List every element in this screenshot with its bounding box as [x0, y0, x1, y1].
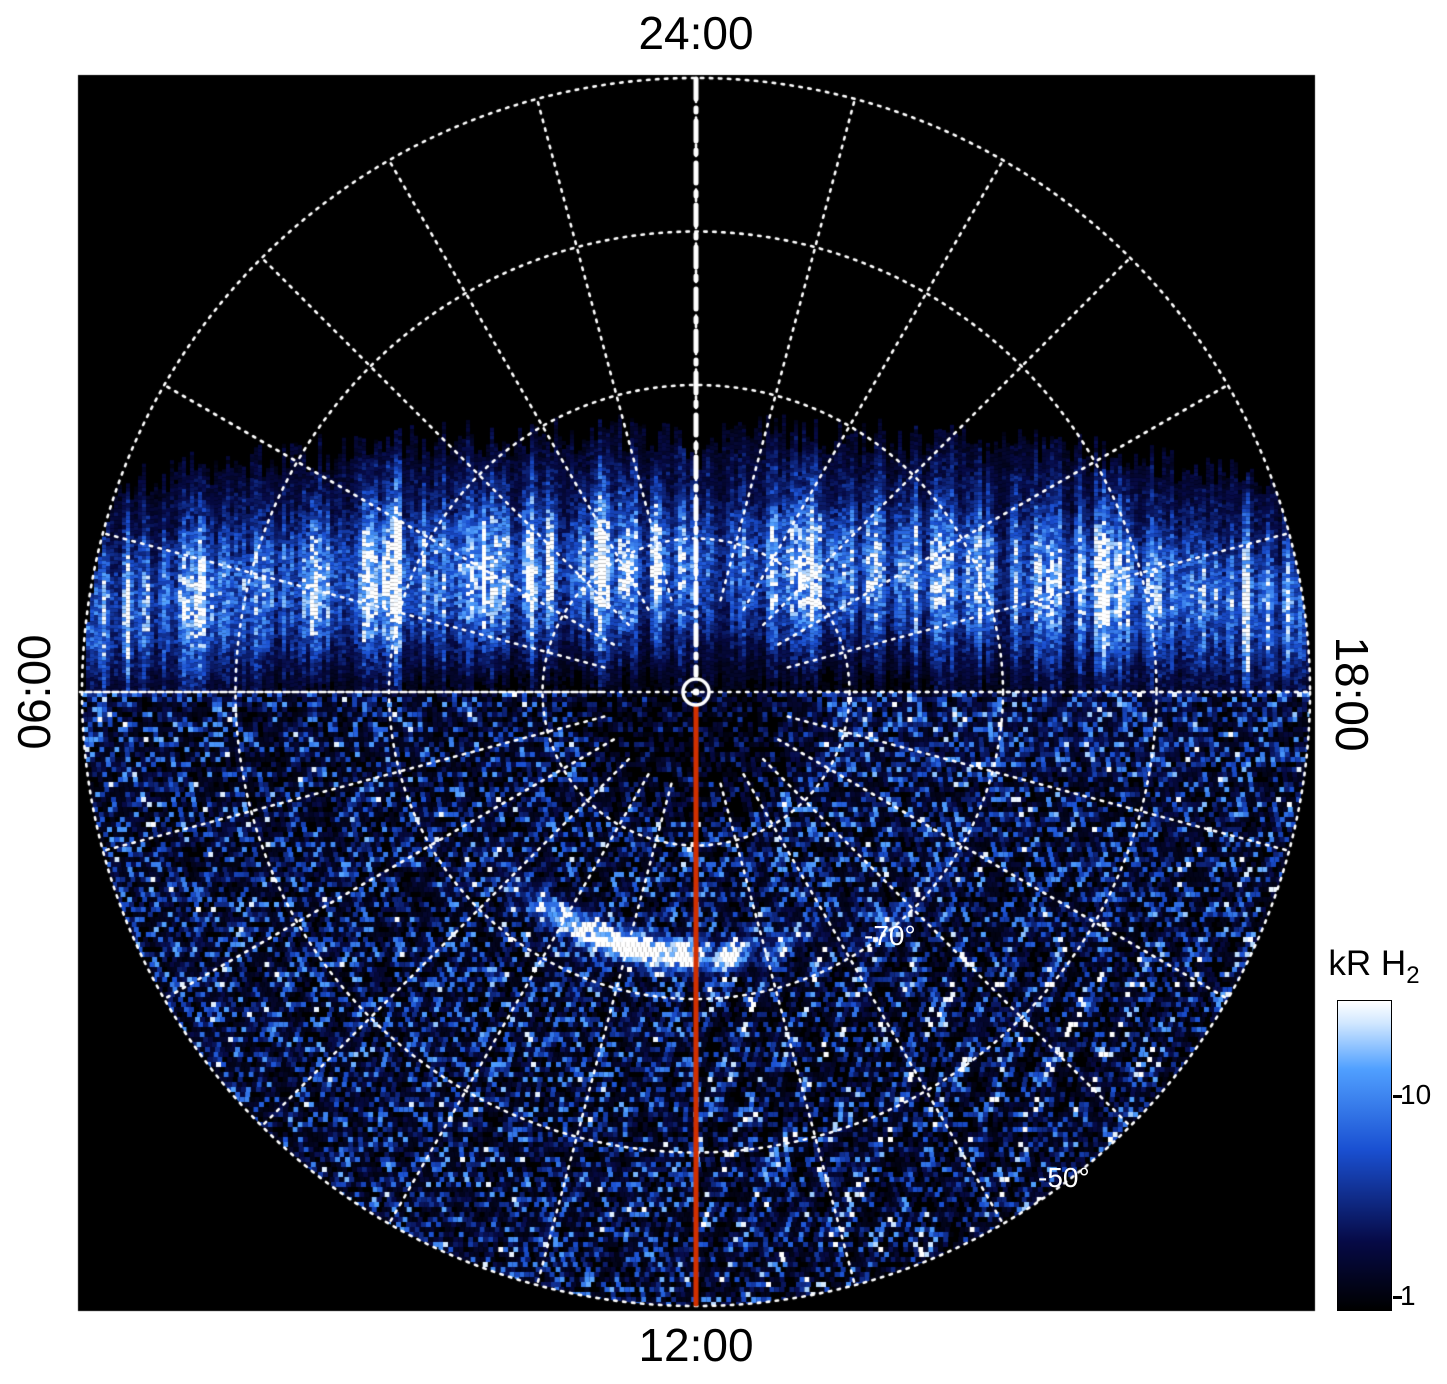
colorbar-gradient	[1337, 1000, 1392, 1311]
colorbar-title-sub: 2	[1406, 962, 1420, 989]
latitude-label-50: -50°	[1038, 1162, 1090, 1193]
latitude-label-70: -70°	[864, 920, 916, 951]
colorbar-tick-label-1: 1	[1400, 1280, 1416, 1311]
colorbar-title: kR H2	[1328, 944, 1419, 990]
colorbar-tickmark-10	[1393, 1094, 1402, 1098]
colorbar-tick-label-10: 10	[1400, 1079, 1432, 1111]
local-time-label-1200: 12:00	[638, 1319, 754, 1371]
colorbar-title-main: kR H	[1328, 944, 1407, 983]
local-time-label-1800: 18:00	[1326, 636, 1378, 752]
colorbar-tickmark-1	[1393, 1295, 1402, 1299]
local-time-label-0600: 06:00	[8, 634, 60, 750]
local-time-label-2400: 24:00	[638, 7, 754, 59]
